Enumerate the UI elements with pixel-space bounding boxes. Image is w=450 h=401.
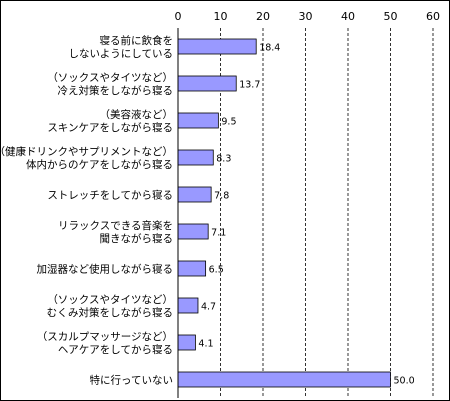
- category-label: 特に行っていない: [90, 374, 173, 387]
- data-label: 18.4: [259, 43, 280, 54]
- x-tick-label: 40: [341, 10, 355, 23]
- x-axis-ticks: 0 10 20 30 40 50 60: [175, 10, 441, 23]
- data-label: 7.1: [211, 228, 226, 239]
- x-tick-label: 30: [299, 10, 313, 23]
- data-label: 13.7: [239, 80, 260, 91]
- data-label: 50.0: [394, 376, 415, 387]
- x-tick-label: 10: [214, 10, 228, 23]
- x-tick-label: 50: [384, 10, 398, 23]
- bar: [177, 223, 209, 240]
- x-tick-label: 0: [175, 10, 182, 23]
- category-label: （ソックスやタイツなど）冷え対策をしながら寝る: [47, 72, 173, 97]
- bar: [177, 260, 207, 277]
- data-label: 7.8: [214, 191, 229, 202]
- data-label: 8.3: [216, 154, 231, 165]
- bar: [177, 112, 219, 129]
- category-label: 加湿器など使用しながら寝る: [37, 263, 174, 276]
- category-label: リラックスできる音楽を聞きながら寝る: [58, 219, 173, 245]
- category-labels: 寝る前に飲食をしないようにしている （ソックスやタイツなど）冷え対策をしながら寝る…: [0, 34, 173, 387]
- bar: [177, 149, 214, 166]
- bar: [177, 38, 257, 55]
- category-label: ストレッチをしてから寝る: [47, 189, 173, 202]
- bars: 18.4 13.7 9.5 8.3 7.8 7.1 6.5 4.7 4.1 50.0: [177, 38, 415, 388]
- bar: [177, 334, 196, 351]
- data-label: 6.5: [209, 265, 224, 276]
- x-tick-label: 20: [256, 10, 270, 23]
- data-label: 9.5: [221, 117, 236, 128]
- bar: [177, 371, 391, 388]
- data-label: 4.7: [201, 302, 216, 313]
- category-label: （美容液など）スキンケアをしながら寝る: [47, 108, 173, 134]
- bar: [177, 186, 212, 203]
- bar: [177, 297, 199, 314]
- category-label: （健康ドリンクやサプリメントなど）体内からのケアをしながら寝る: [0, 145, 173, 171]
- data-label: 4.1: [198, 339, 213, 350]
- category-label: 寝る前に飲食をしないようにしている: [69, 34, 173, 60]
- x-tick-label: 60: [426, 10, 440, 23]
- bar: [177, 75, 237, 92]
- category-label: （スカルプマッサージなど）ヘアケアをしてから寝る: [37, 331, 173, 356]
- category-label: （ソックスやタイツなど）むくみ対策をしながら寝る: [47, 294, 173, 319]
